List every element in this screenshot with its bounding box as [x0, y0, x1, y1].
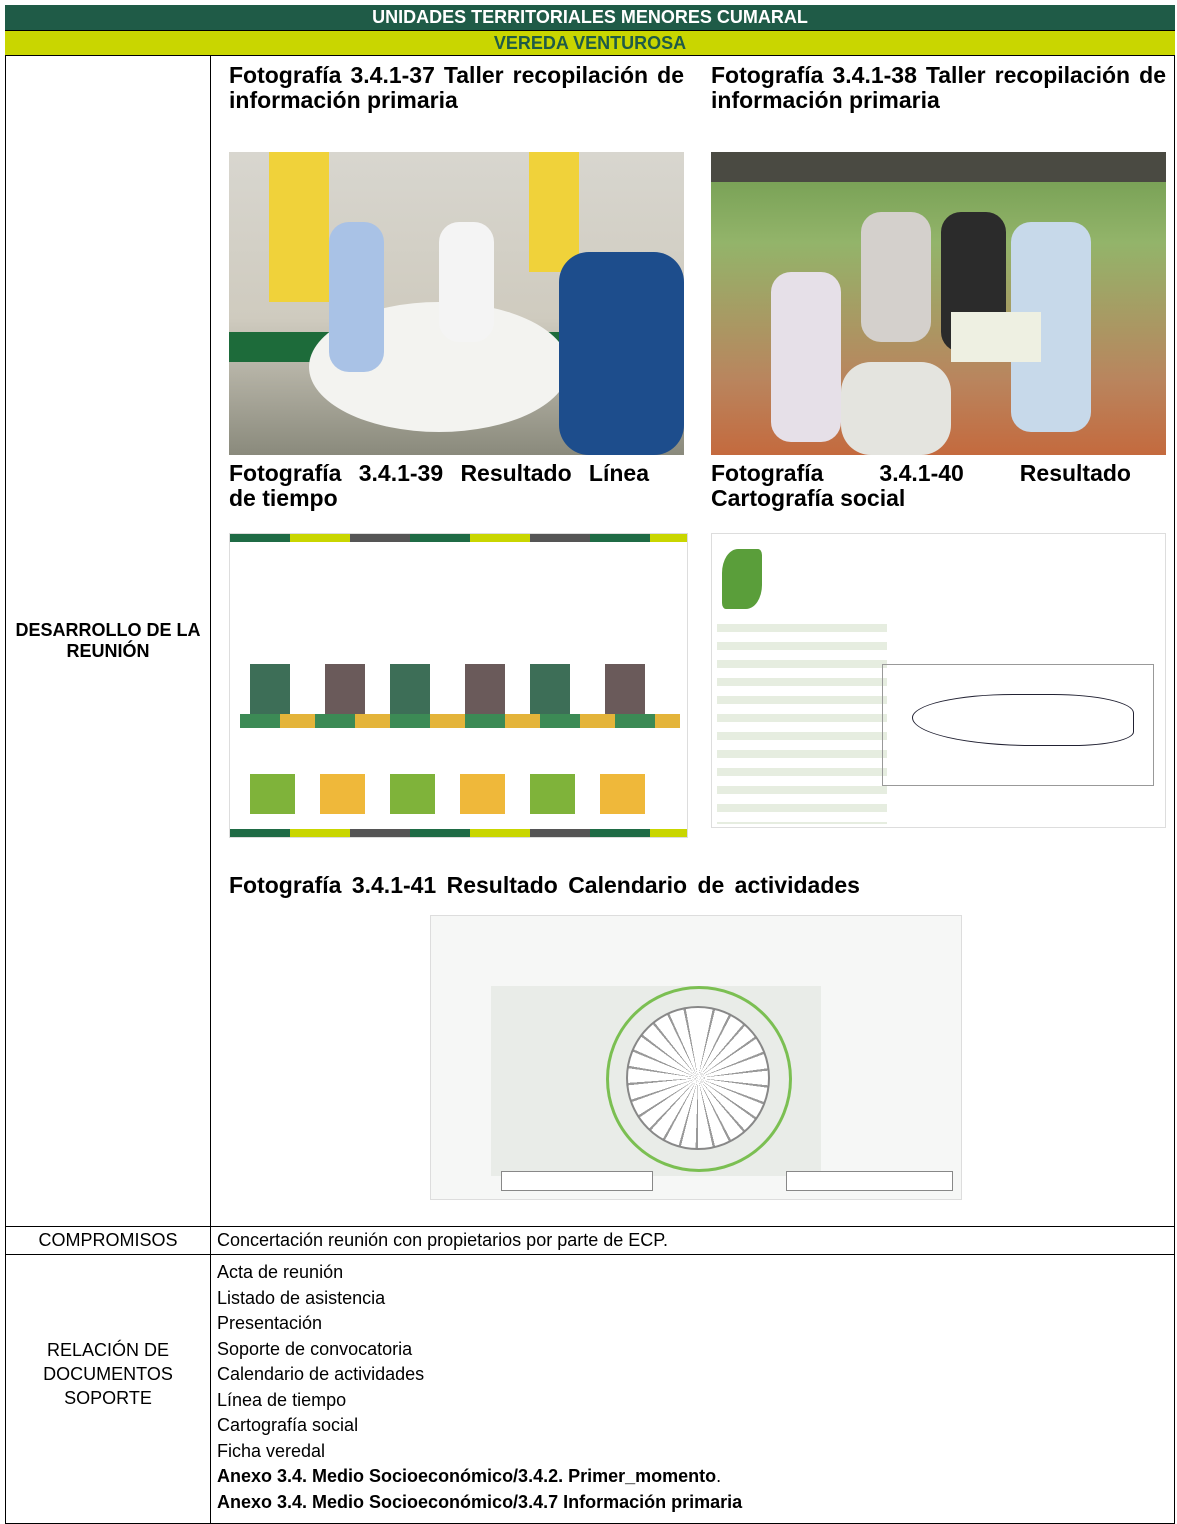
- annex-line: Anexo 3.4. Medio Socioeconómico/3.4.2. P…: [217, 1464, 1168, 1490]
- document-item: Soporte de convocatoria: [217, 1338, 413, 1359]
- annex-line: Anexo 3.4. Medio Socioeconómico/3.4.7 In…: [217, 1490, 1168, 1516]
- photo: [229, 152, 684, 455]
- image: [229, 533, 688, 838]
- document-item: Acta de reunión: [217, 1262, 344, 1282]
- row-text: Concertación reunión con propietarios po…: [210, 1226, 1175, 1255]
- caption: Fotografía 3.4.1-40 Resultado Cartografí…: [711, 460, 1131, 511]
- document-item: Listado de asistencia: [217, 1287, 386, 1308]
- document-list: Acta de reunión Listado de asistencia Pres…: [210, 1254, 1175, 1524]
- photo: [711, 152, 1166, 455]
- row-label: DESARROLLO DE LA REUNIÓN: [5, 55, 211, 1227]
- caption: Fotografía 3.4.1-37 Taller recopilación …: [229, 62, 684, 113]
- document-item: Cartografía social: [217, 1415, 359, 1435]
- header-subtitle: VEREDA VENTUROSA: [5, 30, 1175, 55]
- row-label: RELACIÓN DE DOCUMENTOS SOPORTE: [5, 1254, 211, 1524]
- header-title: UNIDADES TERRITORIALES MENORES CUMARAL: [5, 5, 1175, 30]
- caption: Fotografía 3.4.1-39 Resultado Línea de t…: [229, 460, 649, 511]
- annex-suffix: .: [716, 1466, 722, 1486]
- document-item: Calendario de actividades: [217, 1364, 425, 1384]
- document-item: Línea de tiempo: [217, 1389, 347, 1410]
- caption: Fotografía 3.4.1-38 Taller recopilación …: [711, 62, 1166, 113]
- caption: Fotografía 3.4.1-41 Resultado Calendario…: [229, 872, 860, 898]
- row-label: COMPROMISOS: [5, 1226, 211, 1255]
- annex: Anexo 3.4. Medio Socioeconómico/3.4.7 In…: [217, 1491, 743, 1512]
- document-item: Ficha veredal: [217, 1440, 326, 1461]
- image: [430, 915, 962, 1200]
- annex: Anexo 3.4. Medio Socioeconómico/3.4.2. P…: [217, 1466, 717, 1486]
- document-item: Presentación: [217, 1313, 323, 1333]
- image: [711, 533, 1166, 828]
